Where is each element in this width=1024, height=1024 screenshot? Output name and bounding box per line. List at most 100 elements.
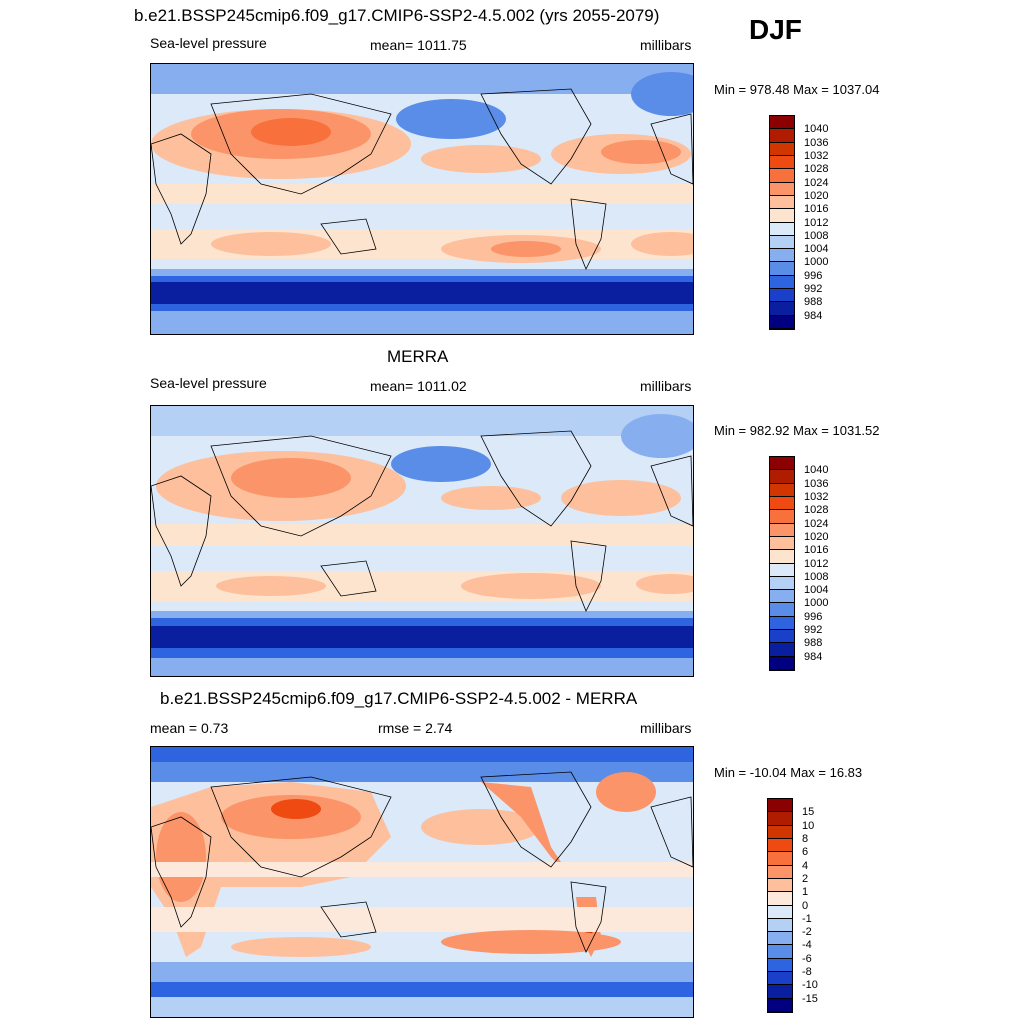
colorbar-tick-label: -8 bbox=[802, 966, 812, 979]
panel1-minmax: Min = 978.48 Max = 1037.04 bbox=[714, 82, 880, 97]
colorbar-tick-label: -15 bbox=[802, 992, 818, 1005]
colorbar-swatch bbox=[768, 812, 792, 826]
colorbar-swatch bbox=[768, 905, 792, 919]
colorbar-swatch bbox=[770, 302, 794, 316]
colorbar-tick-label: 1016 bbox=[804, 203, 829, 216]
colorbar-swatch bbox=[770, 262, 794, 276]
colorbar-swatch bbox=[768, 958, 792, 973]
colorbar-tick-label: 1036 bbox=[804, 477, 829, 490]
colorbar-swatch bbox=[770, 563, 794, 577]
colorbar-tick-label: 1000 bbox=[804, 597, 829, 610]
colorbar-swatch bbox=[770, 275, 794, 290]
colorbar-swatch bbox=[770, 182, 794, 196]
panel2-title: MERRA bbox=[387, 347, 449, 366]
colorbar-tick-label: 2 bbox=[802, 872, 809, 885]
colorbar-swatch bbox=[768, 932, 792, 946]
colorbar-tick-label: 1 bbox=[802, 886, 809, 899]
panel1-title: b.e21.BSSP245cmip6.f09_g17.CMIP6-SSP2-4.… bbox=[134, 6, 660, 25]
colorbar-tick-label: 996 bbox=[804, 610, 823, 623]
colorbar-tick-label: 996 bbox=[804, 269, 823, 282]
panel1-mean-label: mean= 1011.75 bbox=[370, 37, 467, 53]
colorbar-swatch bbox=[770, 142, 794, 156]
colorbar-swatch bbox=[770, 590, 794, 604]
colorbar-tick-label: 1008 bbox=[804, 570, 829, 583]
colorbar-tick-label: 1040 bbox=[804, 123, 829, 136]
colorbar-tick-label: 1024 bbox=[804, 517, 829, 530]
panel2-variable-label: Sea-level pressure bbox=[150, 375, 267, 391]
colorbar-swatch bbox=[770, 656, 794, 670]
colorbar-swatch bbox=[768, 918, 792, 933]
colorbar-tick-label: 988 bbox=[804, 296, 823, 309]
season-label: DJF bbox=[749, 14, 802, 45]
colorbar-tick-label: 1024 bbox=[804, 176, 829, 189]
colorbar-swatch bbox=[768, 972, 792, 986]
colorbar-swatch bbox=[770, 510, 794, 524]
colorbar-swatch bbox=[768, 985, 792, 999]
colorbar-swatch bbox=[770, 169, 794, 183]
panel2-minmax: Min = 982.92 Max = 1031.52 bbox=[714, 423, 880, 438]
panel2-mean-label: mean= 1011.02 bbox=[370, 378, 467, 394]
panel1-colorbar: 1040 1036 1032 1028 1024 1020 1016 1012 1008 1004… bbox=[769, 115, 828, 330]
panel3-colorbar: 15 10 8 6 4 2 1 0 -1 -2 -4 -6 -8 -10 -15 bbox=[767, 798, 818, 1013]
colorbar-tick-label: 1016 bbox=[804, 544, 829, 557]
colorbar-swatch bbox=[768, 852, 792, 866]
colorbar-tick-label: 1012 bbox=[804, 216, 829, 229]
colorbar-swatch bbox=[770, 222, 794, 236]
colorbar-tick-label: 1004 bbox=[804, 243, 829, 256]
colorbar-swatch bbox=[770, 523, 794, 537]
colorbar-swatch bbox=[770, 195, 794, 210]
colorbar-tick-label: 992 bbox=[804, 624, 823, 637]
colorbar-swatch bbox=[770, 643, 794, 657]
colorbar-tick-label: 1012 bbox=[804, 557, 829, 570]
panel3-minmax: Min = -10.04 Max = 16.83 bbox=[714, 765, 863, 780]
colorbar-swatch bbox=[770, 315, 794, 329]
colorbar-tick-label: -10 bbox=[802, 979, 818, 992]
colorbar-tick-label: 984 bbox=[804, 650, 823, 663]
colorbar-swatch bbox=[770, 235, 794, 250]
panel2-colorbar: 1040 1036 1032 1028 1024 1020 1016 1012 1008 1004… bbox=[769, 456, 828, 671]
colorbar-swatch bbox=[770, 249, 794, 263]
colorbar-swatch bbox=[770, 155, 794, 170]
colorbar-tick-label: 1032 bbox=[804, 149, 829, 162]
colorbar-tick-label: 1020 bbox=[804, 189, 829, 202]
colorbar-tick-label: 6 bbox=[802, 846, 809, 859]
colorbar-tick-label: 1020 bbox=[804, 530, 829, 543]
panel3-title: b.e21.BSSP245cmip6.f09_g17.CMIP6-SSP2-4.… bbox=[160, 689, 638, 708]
colorbar-swatch bbox=[770, 289, 794, 303]
colorbar-swatch bbox=[770, 116, 794, 130]
panel3-map bbox=[150, 746, 694, 1018]
panel2-map bbox=[150, 405, 694, 677]
colorbar-tick-label: -1 bbox=[802, 912, 812, 925]
colorbar-tick-label: 15 bbox=[802, 806, 815, 819]
colorbar-swatch bbox=[768, 865, 792, 879]
colorbar-swatch bbox=[770, 536, 794, 551]
colorbar-tick-label: 1036 bbox=[804, 136, 829, 149]
colorbar-swatch bbox=[768, 825, 792, 839]
colorbar-tick-label: -2 bbox=[802, 926, 812, 939]
colorbar-swatch bbox=[768, 799, 792, 813]
colorbar-swatch bbox=[768, 892, 792, 906]
panel1-units-label: millibars bbox=[640, 37, 692, 53]
panel3-mean-label: mean = 0.73 bbox=[150, 720, 229, 736]
colorbar-swatch bbox=[770, 496, 794, 511]
colorbar-swatch bbox=[768, 998, 792, 1012]
colorbar-tick-label: 8 bbox=[802, 832, 809, 845]
colorbar-swatch bbox=[768, 838, 792, 853]
colorbar-swatch bbox=[770, 576, 794, 591]
colorbar-tick-label: 1000 bbox=[804, 256, 829, 269]
colorbar-swatch bbox=[770, 470, 794, 484]
colorbar-swatch bbox=[770, 603, 794, 617]
colorbar-tick-label: 10 bbox=[802, 819, 815, 832]
colorbar-swatch bbox=[770, 209, 794, 223]
colorbar-tick-label: 1008 bbox=[804, 229, 829, 242]
panel2-units-label: millibars bbox=[640, 378, 692, 394]
colorbar-tick-label: 1028 bbox=[804, 504, 829, 517]
panel3-rmse-label: rmse = 2.74 bbox=[378, 720, 453, 736]
colorbar-swatch bbox=[768, 945, 792, 959]
colorbar-tick-label: 1004 bbox=[804, 584, 829, 597]
colorbar-swatch bbox=[770, 550, 794, 564]
colorbar-tick-label: 1032 bbox=[804, 490, 829, 503]
colorbar-swatch bbox=[770, 630, 794, 644]
colorbar-swatch bbox=[770, 616, 794, 631]
colorbar-tick-label: 0 bbox=[802, 899, 809, 912]
